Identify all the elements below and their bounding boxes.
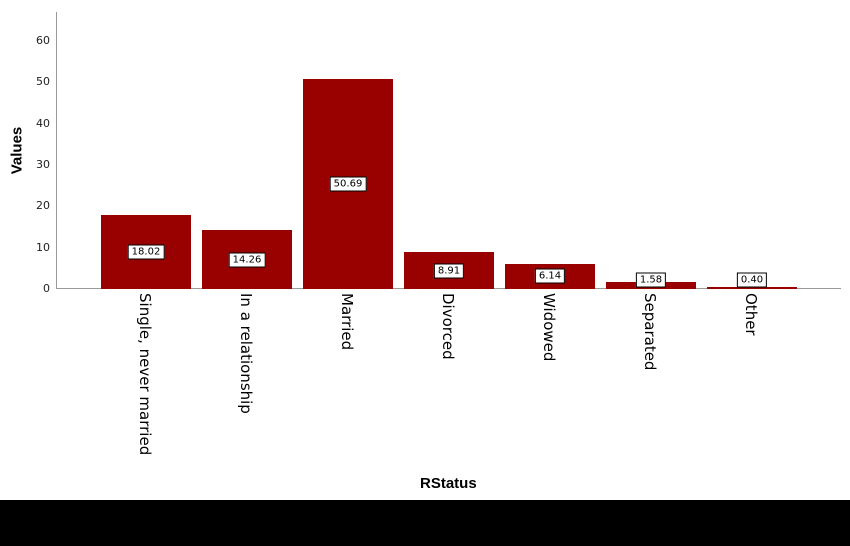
y-axis-title: Values: [8, 126, 26, 175]
x-category-label: In a relationship: [237, 293, 255, 414]
data-label: 6.14: [534, 268, 566, 284]
x-axis-title: RStatus: [420, 475, 477, 492]
y-tick-label: 0: [43, 282, 50, 295]
y-tick-label: 60: [36, 34, 50, 48]
footer-bar: [0, 500, 850, 546]
data-label: 14.26: [228, 252, 266, 268]
y-tick-label: 10: [36, 240, 50, 254]
x-category-label: Divorced: [439, 293, 457, 360]
bar: [707, 287, 797, 289]
y-tick-label: 20: [36, 199, 50, 213]
data-label: 8.91: [433, 263, 465, 279]
data-label: 50.69: [329, 176, 367, 192]
x-category-label: Widowed: [540, 293, 558, 362]
data-label: 0.40: [736, 272, 768, 288]
y-axis-line: [56, 12, 57, 289]
data-label: 1.58: [635, 272, 667, 288]
bar-chart: 0 10 20 30 40 50 60 18.02 Single, never married…: [8, 12, 841, 492]
x-category-label: Single, never married: [136, 293, 154, 456]
x-category-label: Separated: [641, 293, 659, 371]
y-tick-label: 50: [36, 75, 50, 89]
y-tick-label: 30: [36, 158, 50, 171]
data-label: 18.02: [127, 244, 165, 260]
x-category-label: Married: [338, 293, 356, 351]
y-tick-label: 40: [36, 116, 50, 130]
x-category-label: Other: [742, 293, 760, 336]
